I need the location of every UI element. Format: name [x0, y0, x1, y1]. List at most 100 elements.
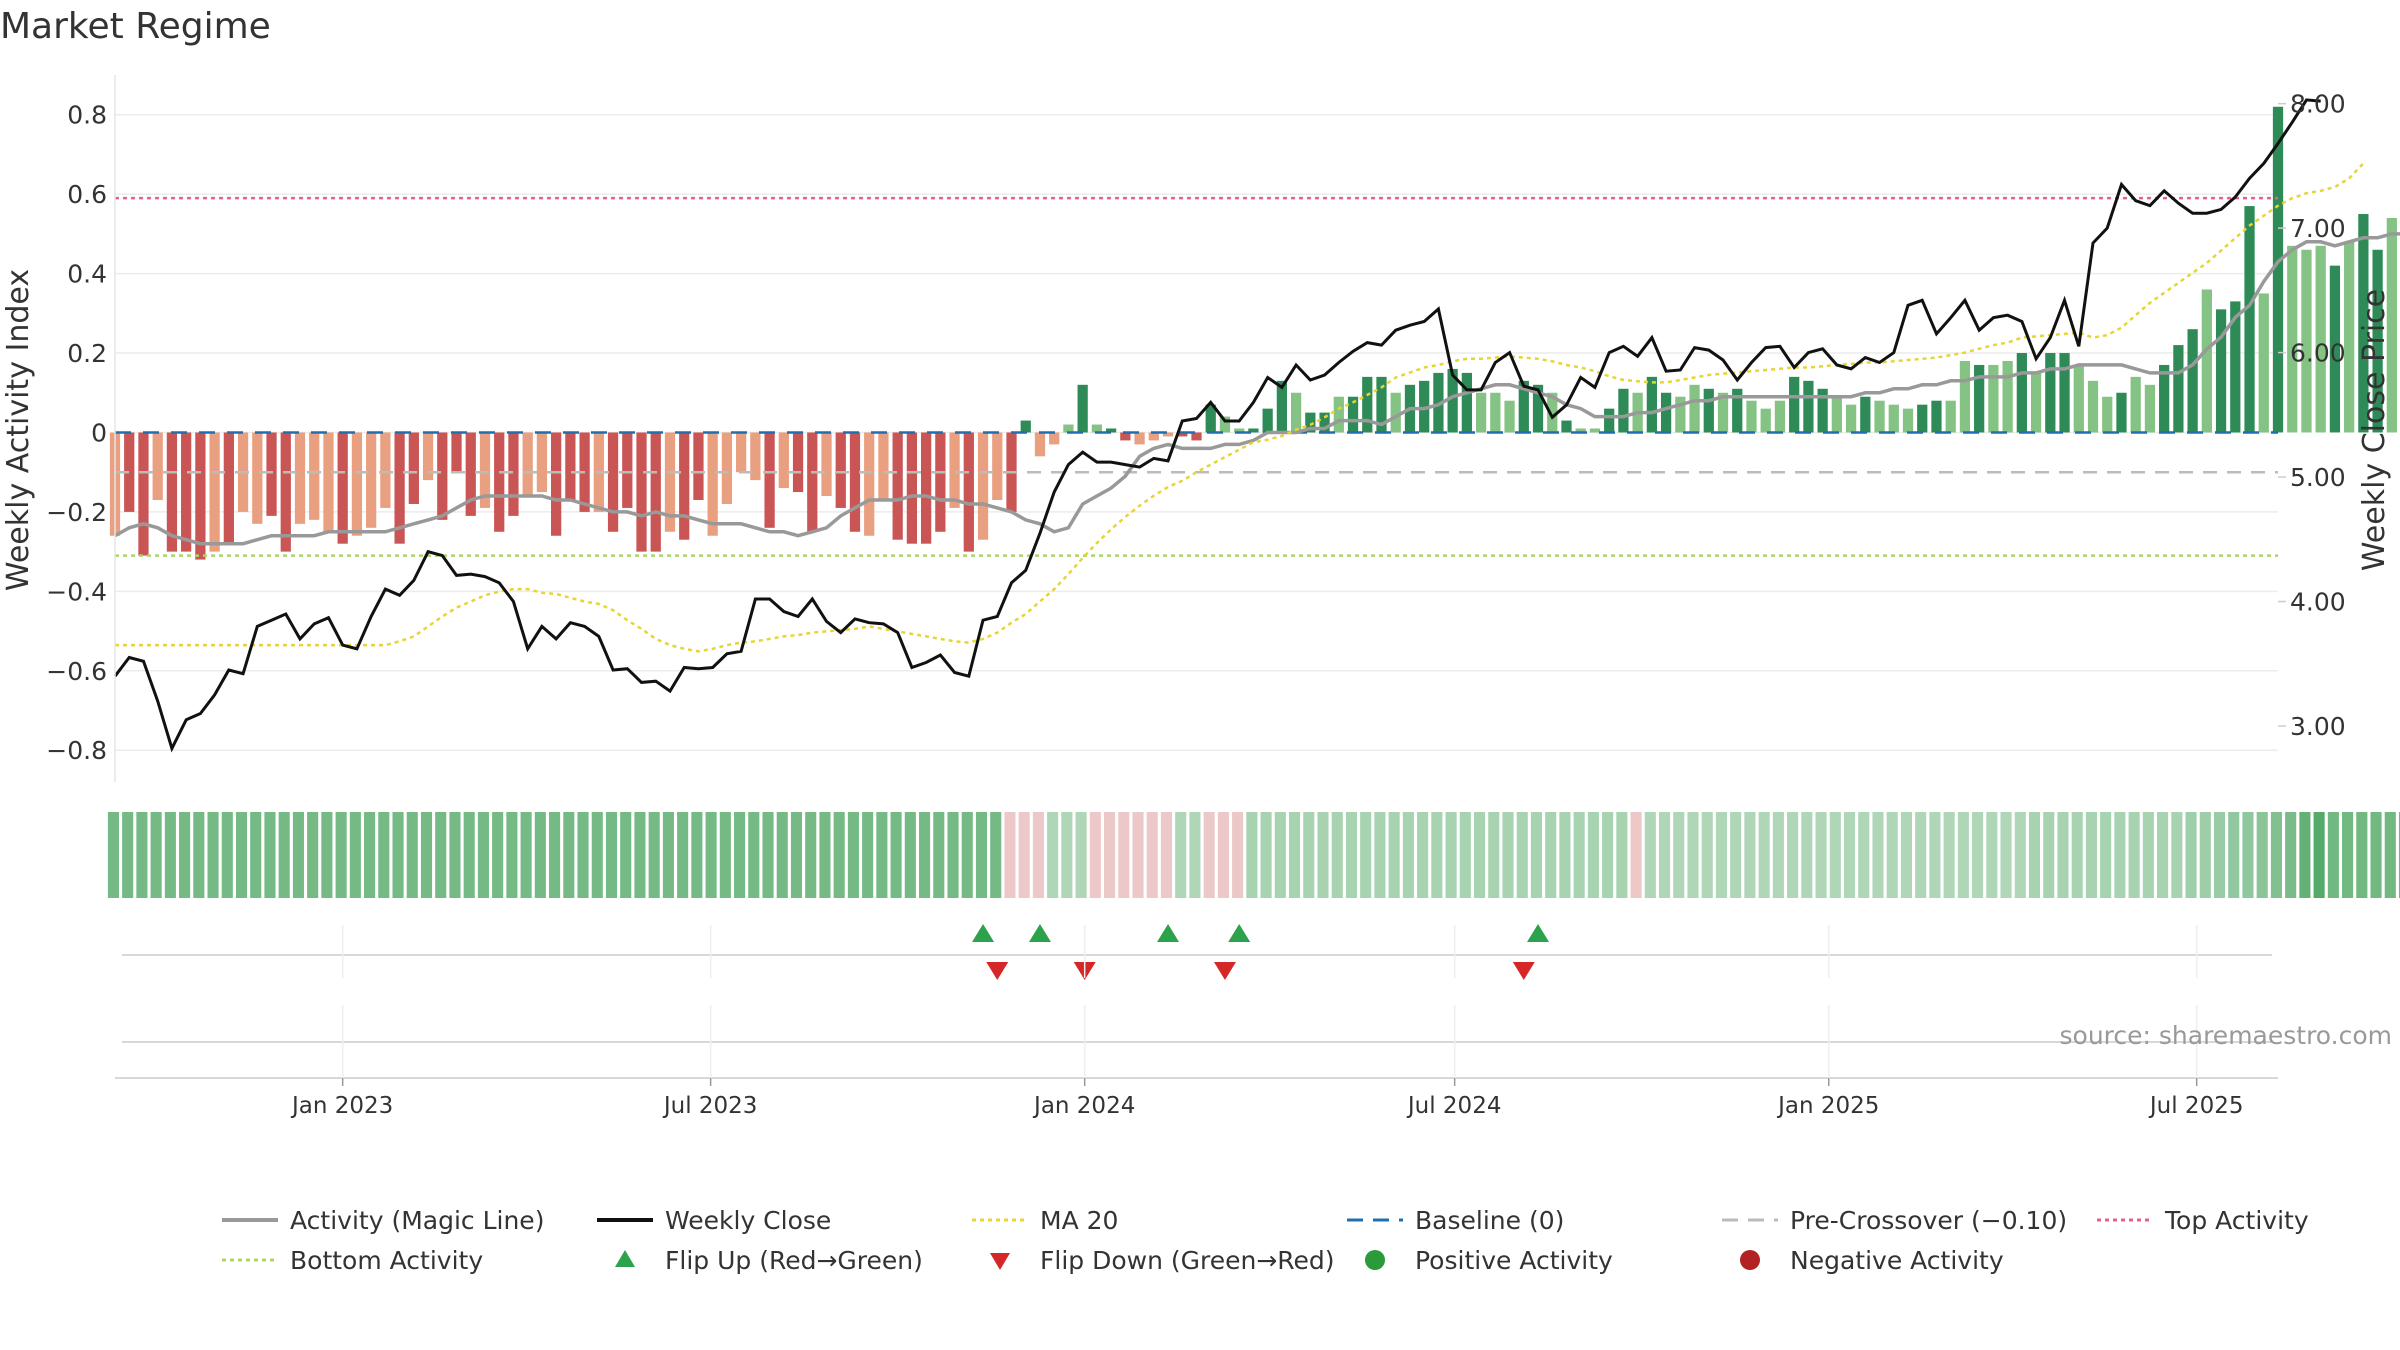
regime-cell	[2043, 812, 2055, 898]
regime-cell	[1246, 812, 1258, 898]
activity-bar	[309, 432, 320, 520]
regime-cell	[1530, 812, 1543, 898]
regime-cell	[1559, 812, 1571, 898]
activity-bar	[1504, 400, 1515, 433]
activity-bar	[494, 432, 505, 532]
y-left-tick-label: −0.4	[46, 577, 107, 606]
regime-cell	[748, 812, 760, 898]
activity-bar	[1347, 396, 1359, 433]
activity-bar	[1732, 388, 1743, 433]
regime-cell	[1787, 812, 1799, 898]
regime-cell	[1175, 812, 1187, 898]
x-tick-label: Jul 2024	[1406, 1093, 1502, 1119]
regime-cell	[1843, 812, 1856, 898]
legend-item-positive-activity: Positive Activity	[1343, 1245, 1718, 1275]
activity-bar	[266, 432, 277, 516]
activity-bar	[138, 432, 149, 556]
regime-cell	[605, 812, 618, 898]
flip-down-marker	[986, 962, 1009, 980]
x-tick-label: Jul 2023	[662, 1093, 758, 1119]
triangle-down-icon	[990, 1253, 1010, 1270]
axes: −0.8 −0.6 −0.4 −0.2 0 0.2 0.4 0.6 0.8 3.00 4.00 5.0…	[46, 75, 2346, 782]
ma20-series	[115, 162, 2365, 653]
legend-item-flip-up: Flip Up (Red→Green)	[593, 1245, 968, 1275]
activity-bar	[1874, 400, 1885, 433]
regime-cell	[1943, 812, 1955, 898]
y-left-tick-label: 0	[91, 418, 107, 447]
activity-bar	[1148, 432, 1159, 441]
regime-cell	[2157, 812, 2169, 898]
regime-cell	[790, 812, 803, 898]
regime-cell	[1217, 812, 1229, 898]
regime-cell	[1616, 812, 1628, 898]
regime-cell	[2213, 812, 2226, 898]
activity-bar	[1248, 428, 1259, 433]
activity-bar	[721, 432, 733, 504]
activity-bar	[323, 432, 334, 532]
regime-cell	[1160, 812, 1173, 898]
activity-bar	[1305, 412, 1316, 433]
activity-bar	[807, 432, 818, 532]
regime-cell	[975, 812, 988, 898]
y-right-tick-label: 6.00	[2290, 339, 2346, 368]
activity-bar	[1675, 396, 1686, 433]
dotted-green-line-icon	[222, 1258, 278, 1262]
activity-bar	[1689, 384, 1700, 433]
legend-item-negative-activity: Negative Activity	[1718, 1245, 2093, 1275]
activity-bar	[764, 432, 775, 528]
legend-label: Bottom Activity	[290, 1245, 484, 1275]
regime-cell	[207, 812, 219, 898]
y-left-tick-label: 0.4	[67, 260, 107, 289]
activity-bar	[821, 432, 832, 497]
legend-label: Flip Up (Red→Green)	[665, 1245, 923, 1275]
activity-bar	[152, 432, 163, 500]
regime-cell	[2398, 812, 2400, 898]
activity-bar	[963, 432, 974, 552]
activity-bar	[551, 432, 562, 536]
regime-cell	[221, 812, 233, 898]
regime-cell	[492, 812, 504, 898]
activity-bar	[2344, 241, 2355, 433]
regime-cell	[1630, 812, 1642, 898]
activity-bar	[2159, 364, 2170, 433]
activity-bar	[892, 432, 903, 540]
activity-bar	[977, 432, 989, 540]
regime-cell	[1872, 812, 1884, 898]
regime-cell	[150, 812, 162, 898]
regime-cell	[449, 812, 461, 898]
regime-cell	[1915, 812, 1927, 898]
regime-cell	[2114, 812, 2126, 898]
regime-cell	[1203, 812, 1215, 898]
activity-bar	[835, 432, 846, 508]
activity-bar	[2372, 249, 2383, 433]
activity-bar	[2116, 392, 2127, 433]
activity-bar	[1646, 376, 1657, 433]
regime-cell	[1815, 812, 1827, 898]
regime-cell	[1388, 812, 1400, 898]
x-tick-label: Jan 2024	[1032, 1093, 1135, 1119]
magic-line-series	[114, 232, 2400, 546]
activity-bar	[1290, 392, 1302, 433]
activity-bar	[664, 432, 676, 532]
activity-bar	[252, 432, 263, 524]
regime-cell	[776, 812, 788, 898]
activity-bar	[366, 432, 377, 528]
activity-bar	[849, 432, 861, 532]
activity-bar	[2230, 301, 2241, 433]
regime-cell	[1260, 812, 1272, 898]
activity-bar	[1447, 368, 1458, 433]
regime-cell	[1288, 812, 1301, 898]
regime-cell	[2100, 812, 2112, 898]
regime-cell	[1189, 812, 1201, 898]
activity-bar	[1974, 364, 1985, 433]
activity-bar	[1362, 376, 1373, 433]
y-left-tick-label: −0.8	[46, 736, 107, 765]
regime-cell	[549, 812, 561, 898]
regime-cell	[933, 812, 945, 898]
activity-bar	[2315, 245, 2326, 433]
activity-bar	[1191, 432, 1202, 441]
activity-bar	[1660, 392, 1672, 433]
regime-cell	[1602, 812, 1614, 898]
regime-cell	[1360, 812, 1372, 898]
activity-bar	[181, 432, 192, 552]
